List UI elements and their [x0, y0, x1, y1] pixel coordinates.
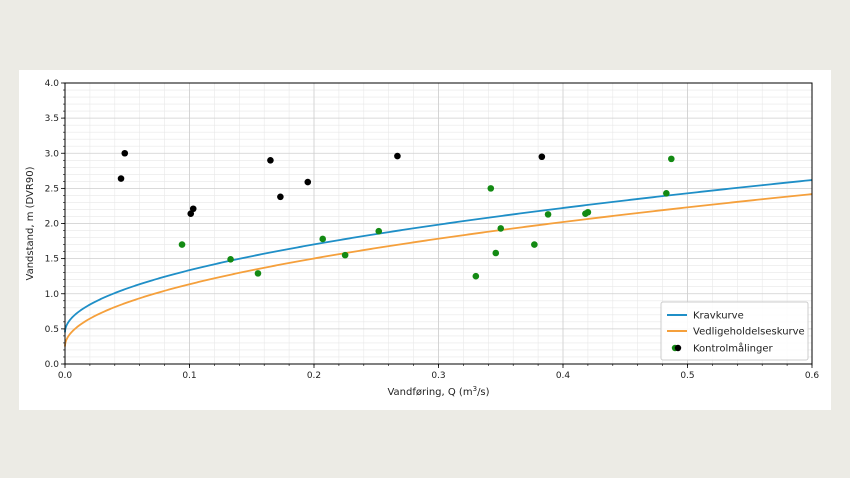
measurement-point-above	[117, 175, 125, 182]
legend-label-kontrolmaalinger: Kontrolmålinger	[693, 342, 773, 355]
measurement-point-below	[584, 208, 592, 216]
y-axis-label: Vandstand, m (DVR90)	[25, 166, 36, 280]
measurement-point-below	[497, 225, 505, 232]
tick-labels: 0.0 0.1 0.2 0.3 0.4 0.5 0.6 0.0 0.5 1.0 1.5 2.0 2.5 3…	[45, 79, 820, 381]
chart-svg: 0.0 0.1 0.2 0.3 0.4 0.5 0.6 0.0 0.5 1.0 1.5 2.0 2.5 3…	[25, 79, 820, 398]
curve-kravkurve	[64, 179, 813, 333]
x-tick-label: 0.4	[556, 371, 571, 381]
x-tick-label: 0.2	[307, 371, 321, 381]
y-tick-label: 2.0	[45, 220, 60, 230]
measurement-point-below	[472, 272, 480, 280]
measurement-point-above	[394, 152, 401, 160]
points	[117, 149, 675, 280]
x-axis-label: Vandføring, Q (m3/s)	[387, 385, 489, 398]
y-tick-label: 3.5	[45, 114, 59, 124]
measurement-point-above	[538, 153, 546, 161]
y-tick-label: 3.0	[45, 149, 60, 159]
curve-vedligeholdelseskurve	[64, 193, 813, 347]
y-tick-label: 1.0	[45, 290, 60, 300]
measurement-point-below	[487, 185, 495, 192]
curves	[64, 179, 813, 347]
y-tick-label: 4.0	[45, 79, 60, 89]
measurement-point-below	[663, 189, 670, 197]
legend-label-vedligeholdelseskurve: Vedligeholdelseskurve	[693, 327, 805, 338]
ticks	[61, 82, 813, 368]
measurement-point-above	[187, 210, 195, 217]
chart-figure: 0.0 0.1 0.2 0.3 0.4 0.5 0.6 0.0 0.5 1.0 1.5 2.0 2.5 3…	[19, 70, 831, 410]
measurement-point-below	[227, 256, 234, 263]
x-tick-label: 0.3	[431, 371, 445, 381]
legend-label-kravkurve: Kravkurve	[693, 311, 744, 322]
measurement-point-above	[277, 193, 284, 201]
x-tick-label: 0.1	[182, 371, 196, 381]
measurement-point-below	[531, 241, 538, 248]
measurement-point-below	[341, 251, 349, 259]
measurement-point-above	[189, 205, 197, 213]
measurement-point-above	[121, 149, 129, 157]
legend: Kravkurve Vedligeholdelseskurve Kontrolm…	[660, 301, 809, 361]
measurement-point-below	[178, 241, 186, 248]
measurement-point-below	[375, 227, 383, 235]
measurement-point-below	[319, 235, 327, 243]
legend-box	[660, 301, 809, 361]
measurement-point-above	[304, 178, 312, 186]
measurement-point-below	[254, 270, 262, 277]
y-tick-label: 2.5	[45, 184, 59, 194]
measurement-point-above	[267, 156, 274, 164]
measurement-point-below	[668, 155, 675, 163]
x-tick-label: 0.6	[805, 371, 820, 381]
x-tick-label: 0.0	[58, 371, 73, 381]
legend-marker-measurement-black	[674, 344, 682, 352]
measurement-point-below	[492, 249, 500, 257]
y-tick-label: 1.5	[45, 255, 59, 265]
y-tick-label: 0.0	[45, 360, 60, 370]
x-tick-label: 0.5	[680, 371, 694, 381]
y-tick-label: 0.5	[45, 325, 59, 335]
measurement-point-below	[544, 211, 552, 218]
